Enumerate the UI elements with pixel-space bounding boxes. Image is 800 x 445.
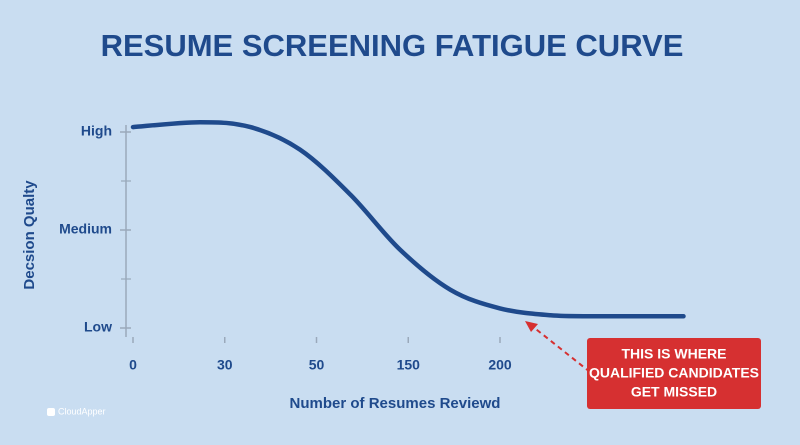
x-tick-label: 200: [488, 357, 512, 373]
y-tick-label: Medium: [59, 221, 112, 237]
watermark: CloudApper: [58, 406, 106, 416]
x-tick-label: 150: [397, 357, 421, 373]
annotation-text: QUALIFIED CANDIDATES: [589, 365, 759, 381]
curve: [130, 119, 686, 319]
annotation-text: GET MISSED: [631, 384, 717, 400]
watermark-icon: [47, 408, 55, 416]
y-axis-label: Decsion Qualty: [21, 180, 38, 290]
y-tick-label: High: [81, 123, 112, 139]
annotation-arrow: [531, 325, 591, 373]
x-tick-label: 0: [129, 357, 137, 373]
annotation-background: [587, 338, 761, 409]
watermark-group: CloudApper: [47, 406, 106, 416]
x-tick-label: 50: [309, 357, 325, 373]
annotation-text: THIS IS WHERE: [621, 346, 726, 362]
y-tick-label: Low: [84, 319, 112, 335]
annotation-arrowhead: [525, 321, 538, 332]
annotation-box: THIS IS WHERE QUALIFIED CANDIDATES GET MIS…: [587, 338, 761, 409]
x-axis-label: Number of Resumes Reviewd: [290, 395, 501, 412]
chart-title: RESUME SCREENING FATIGUE CURVE: [101, 28, 684, 63]
x-tick-label: 30: [217, 357, 233, 373]
